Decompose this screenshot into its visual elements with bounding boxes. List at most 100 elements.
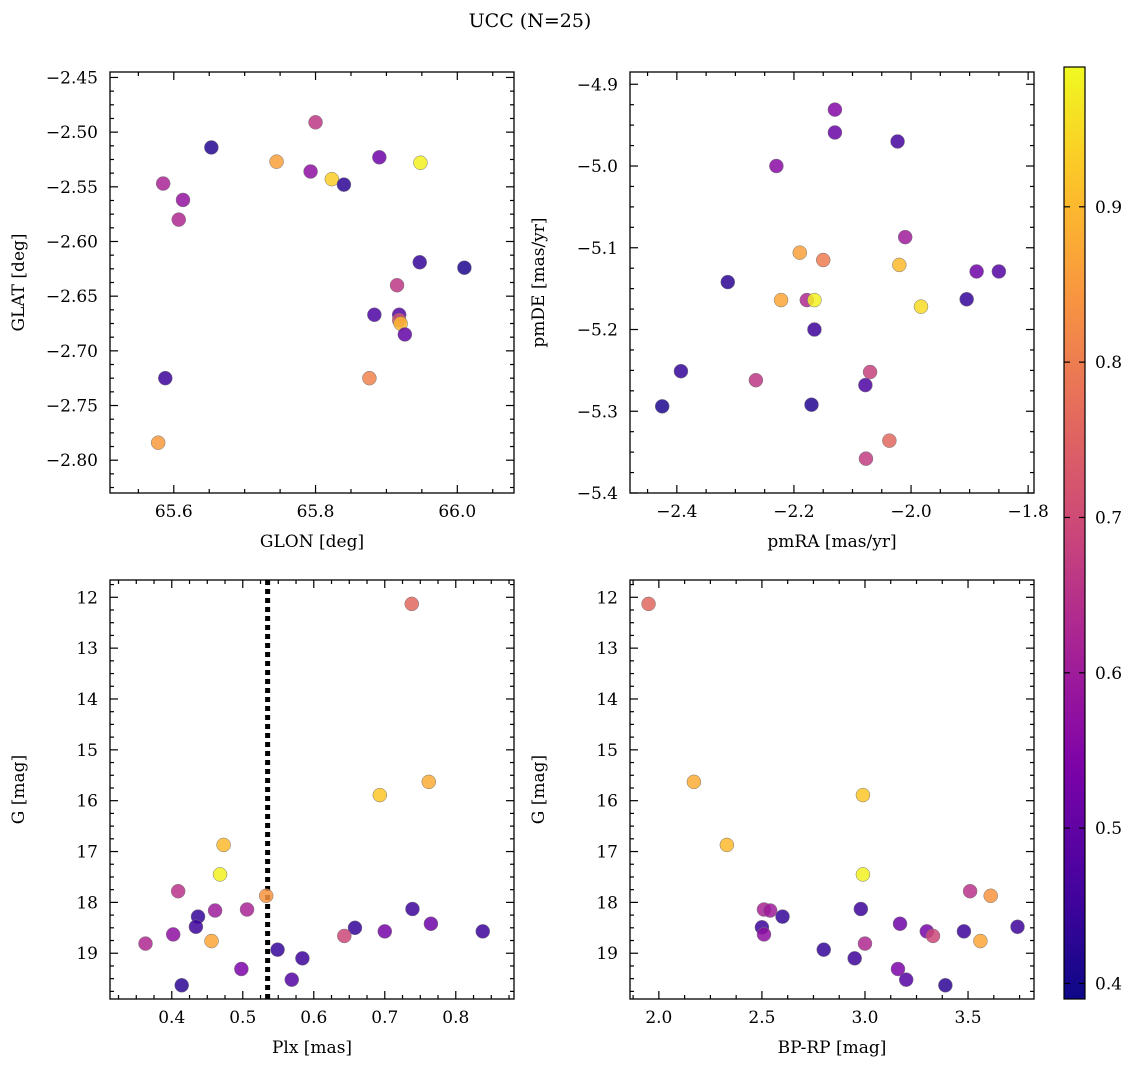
data-point [239,902,255,917]
data-point [858,451,874,466]
y-tick-label: 14 [596,690,618,710]
data-point [807,322,822,337]
y-tick-label: −2.60 [46,232,98,252]
data-point [890,134,905,149]
colorbar: 0.4 0.5 0.6 0.7 0.8 0.9 [1063,66,1122,1000]
panel-bprp-g: 2.0 2.5 3.0 3.5 12 13 14 15 16 17 18 19 BP-RP [mag] G… [529,579,1035,1058]
data-point [827,125,843,140]
data-point [983,888,998,904]
data-point [421,774,437,790]
data-point [913,299,929,314]
data-point [925,928,941,944]
data-point [367,307,382,323]
colorbar-tick-label: 0.5 [1095,819,1122,839]
y-tick-label: 14 [76,690,98,710]
data-point [857,936,873,951]
data-point [719,837,735,853]
y-tick-label: −2.50 [46,123,98,143]
x-axis-label: Plx [mas] [272,1038,352,1058]
x-tick-label: 3.0 [851,1008,878,1028]
colorbar-tick-label: 0.8 [1095,353,1122,373]
x-tick-label: −1.8 [1008,502,1049,522]
x-tick-label: 0.6 [300,1008,327,1028]
data-point [270,942,285,957]
x-tick-label: 66.0 [438,502,476,522]
y-axis-label: G [mag] [9,755,29,824]
data-point [269,154,284,169]
data-point [188,919,204,935]
data-point [962,883,978,899]
data-point [816,942,832,957]
data-point [686,774,702,790]
data-point [827,102,843,117]
data-point [654,399,670,414]
data-point [174,978,189,993]
plot-area [138,580,491,999]
ticks [630,580,1034,999]
data-point [792,245,808,260]
data-point [973,933,988,949]
data-point [991,264,1007,279]
data-point [773,292,789,308]
data-point [673,363,689,379]
axes-frame [629,71,1035,494]
data-point [641,596,656,612]
plot-area [641,596,1025,993]
data-point [897,229,913,245]
x-tick-label: −2.4 [656,502,697,522]
y-tick-label: −2.70 [46,342,98,362]
data-point [858,377,873,393]
y-tick-label: 17 [596,843,618,863]
y-tick-label: 18 [76,893,98,913]
data-point [258,888,274,904]
y-tick-label: 15 [76,741,98,761]
data-point [377,924,393,939]
x-axis-label: BP-RP [mag] [778,1038,887,1058]
data-point [475,924,491,939]
x-tick-label: −2.0 [890,502,931,522]
y-axis-label: pmDE [mas/yr] [529,217,549,347]
data-point [337,928,352,944]
data-point [158,370,173,386]
y-axis-label: GLAT [deg] [9,233,29,331]
y-tick-label: −2.55 [46,178,98,198]
y-tick-label: −5.2 [577,321,618,341]
data-point [457,260,472,275]
ticks [110,72,514,493]
x-tick-label: 0.5 [229,1008,256,1028]
plot-area [654,102,1007,466]
data-point [847,951,862,966]
data-point [756,927,772,942]
figure-title: UCC (N=25) [469,10,592,32]
y-tick-label: −5.4 [577,484,618,504]
x-tick-label: 0.8 [442,1008,469,1028]
y-tick-label: 17 [76,843,98,863]
data-point [938,978,953,993]
ticks [110,580,514,999]
data-point [207,903,223,918]
plot-area [150,115,472,450]
y-tick-label: −4.9 [577,75,618,95]
y-tick-label: −2.65 [46,287,98,307]
data-point [170,883,186,899]
data-point [882,433,897,448]
x-tick-label: 65.8 [297,502,335,522]
x-axis-label: pmRA [mas/yr] [767,532,896,552]
y-tick-label: −2.45 [46,68,98,88]
data-point [216,837,231,853]
axes-frame [109,71,515,494]
axes-frame [629,579,1035,1000]
data-point [150,435,166,450]
data-point [762,903,778,918]
data-point [212,867,228,882]
y-tick-label: −5.3 [577,402,618,422]
data-point [412,255,427,270]
y-tick-label: 18 [596,893,618,913]
data-point [308,115,323,130]
data-point [1010,919,1025,935]
data-point [404,596,420,612]
panel-glon-glat: 65.6 65.8 66.0 −2.80 −2.75 −2.70 −2.65 −2.60 −2.… [9,68,515,552]
data-point [804,397,819,412]
y-tick-label: 19 [596,944,618,964]
